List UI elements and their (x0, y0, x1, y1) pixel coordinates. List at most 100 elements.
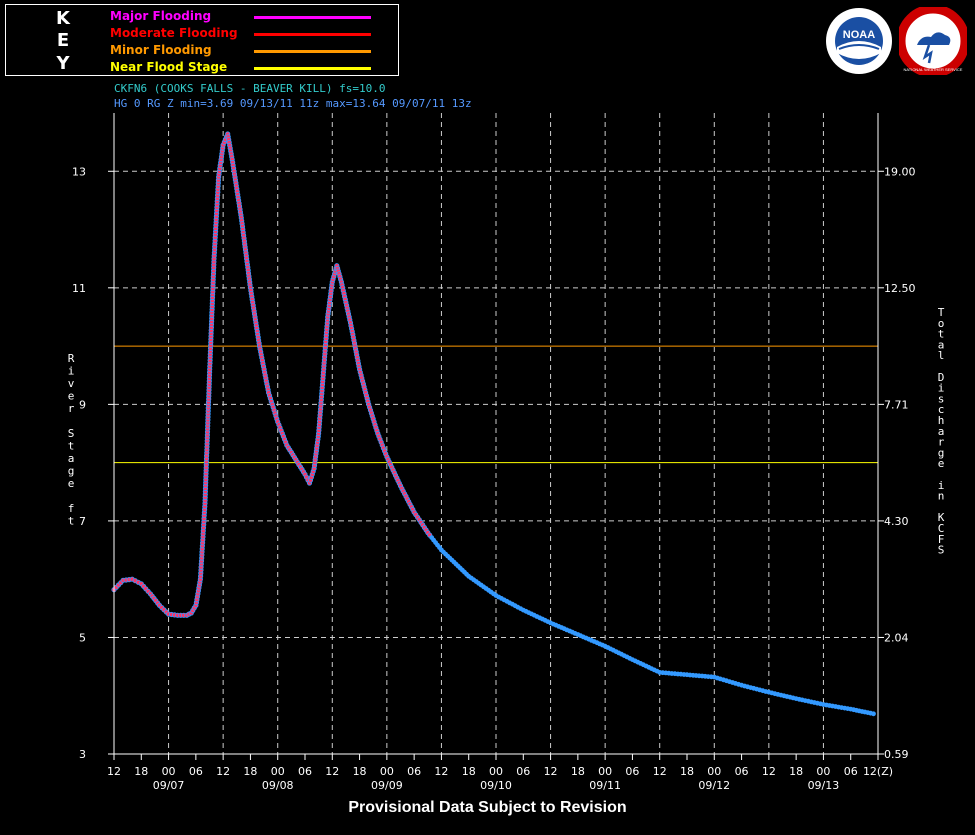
x-date-label: 09/12 (698, 779, 730, 792)
x-tick-label: 00 (271, 765, 285, 778)
footer-disclaimer: Provisional Data Subject to Revision (348, 799, 627, 816)
axis-label-char: F (938, 533, 945, 546)
x-tick-label: 12(Z) (863, 765, 893, 778)
series-line-observed (113, 131, 874, 715)
x-date-label: 09/11 (589, 779, 621, 792)
y-tick-label: 3 (79, 748, 86, 761)
legend-swatch (254, 67, 371, 70)
axes: 3 5 7 9 11 13 0.59 2.04 4.30 7.71 12.50 19.00 12 18 00… (72, 113, 916, 792)
y-tick-label: 13 (72, 165, 86, 178)
axis-label-char: h (938, 414, 945, 427)
legend-item-near: Near Flood Stage (110, 60, 390, 76)
x-tick-label: 18 (134, 765, 148, 778)
x-tick-label: 18 (462, 765, 476, 778)
nws-logo-text: NATIONAL WEATHER SERVICE (904, 67, 963, 72)
axis-label-char: s (938, 392, 945, 405)
x-date-label: 09/10 (480, 779, 512, 792)
axis-label-char: S (938, 544, 945, 557)
x-date-label: 09/07 (153, 779, 185, 792)
x-tick-label: 00 (707, 765, 721, 778)
x-tick-label: 00 (489, 765, 503, 778)
x-tick-label: 06 (844, 765, 858, 778)
axis-label-char (68, 490, 75, 503)
x-date-label: 09/09 (371, 779, 403, 792)
axis-label-char: o (938, 317, 945, 330)
series-layer (111, 131, 876, 717)
data-point (871, 711, 876, 717)
legend-swatch (254, 50, 371, 53)
legend-swatch (254, 16, 371, 19)
axis-label-char: v (68, 377, 75, 390)
x-date-label: 09/13 (808, 779, 840, 792)
axis-label-char: a (938, 425, 945, 438)
x-tick-label: 18 (571, 765, 585, 778)
y2-tick-label: 12.50 (884, 282, 916, 295)
y2-tick-label: 7.71 (884, 398, 909, 411)
x-tick-label: 00 (380, 765, 394, 778)
axis-label-char: i (938, 479, 945, 492)
axis-label-char: r (68, 402, 75, 415)
stage-summary: HG 0 RG Z min=3.69 09/13/11 11z max=13.6… (114, 97, 472, 110)
legend-item-minor: Minor Flooding (110, 43, 390, 59)
axis-label-char: n (938, 490, 945, 503)
x-tick-label: 00 (598, 765, 612, 778)
axis-label-char: l (938, 349, 945, 362)
axis-label-char: C (938, 522, 945, 535)
axis-label-char: g (68, 465, 75, 478)
legend-item-moderate: Moderate Flooding (110, 26, 390, 42)
axis-label-char: a (938, 338, 945, 351)
x-tick-label: 12 (325, 765, 339, 778)
x-tick-label: 06 (189, 765, 203, 778)
key-letter: E (56, 30, 70, 51)
axis-label-char: i (938, 382, 945, 395)
x-tick-label: 12 (434, 765, 448, 778)
legend-swatch (254, 33, 371, 36)
noaa-logo-text: NOAA (843, 29, 875, 41)
legend-label: Near Flood Stage (110, 60, 228, 74)
x-tick-label: 00 (816, 765, 830, 778)
axis-label-char: D (938, 371, 945, 384)
x-tick-label: 06 (735, 765, 749, 778)
y-tick-label: 5 (79, 631, 86, 644)
axis-label-char: g (938, 446, 945, 459)
x-tick-label: 06 (516, 765, 530, 778)
x-tick-label: 06 (298, 765, 312, 778)
x-tick-label: 06 (407, 765, 421, 778)
axis-label-char: t (938, 328, 945, 341)
axis-label-char: r (938, 436, 945, 449)
grid (114, 113, 878, 754)
y2-tick-label: 0.59 (884, 748, 909, 761)
flood-lines (114, 345, 878, 464)
x-date-label: 09/08 (262, 779, 294, 792)
y2-tick-label: 19.00 (884, 165, 916, 178)
nws-logo[interactable]: NATIONAL WEATHER SERVICE (899, 7, 967, 75)
axis-label-char: T (938, 306, 945, 319)
noaa-logo[interactable]: NOAA (825, 7, 893, 75)
x-tick-label: 18 (680, 765, 694, 778)
x-tick-label: 18 (243, 765, 257, 778)
axis-label-char (68, 415, 75, 428)
axis-label-char: R (68, 352, 75, 365)
x-tick-label: 12 (216, 765, 230, 778)
axis-label-char: e (938, 457, 945, 470)
y2-tick-label: 2.04 (884, 631, 909, 644)
y-tick-label: 7 (79, 515, 86, 528)
station-title: CKFN6 (COOKS FALLS - BEAVER KILL) fs=10.… (114, 82, 386, 95)
x-tick-label: 12 (762, 765, 776, 778)
x-tick-label: 18 (353, 765, 367, 778)
legend-label: Major Flooding (110, 9, 212, 23)
key-letter: Y (56, 53, 70, 74)
axis-label-char: t (68, 515, 75, 528)
key-letter: K (56, 8, 70, 29)
legend-item-major: Major Flooding (110, 9, 390, 25)
legend-key: K E Y Major Flooding Moderate Flooding M… (5, 4, 399, 76)
y-tick-label: 11 (72, 282, 86, 295)
x-tick-label: 12 (107, 765, 121, 778)
x-tick-label: 00 (162, 765, 176, 778)
axis-label-char: a (68, 452, 75, 465)
legend-label: Moderate Flooding (110, 26, 238, 40)
chart-header: CKFN6 (COOKS FALLS - BEAVER KILL) fs=10.… (114, 81, 472, 111)
